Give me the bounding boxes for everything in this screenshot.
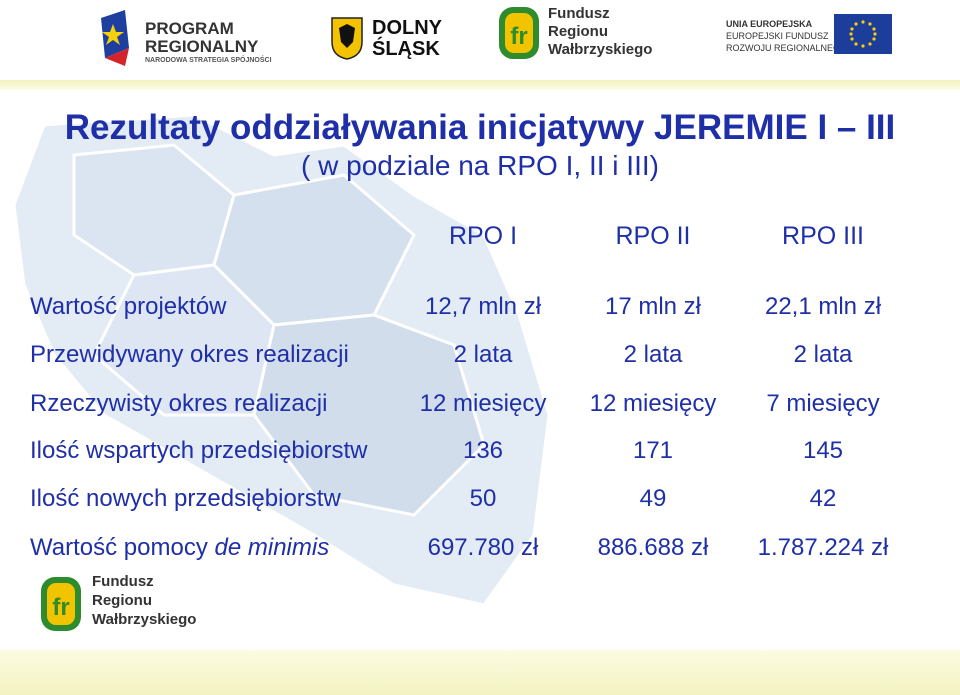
cell-rpo-2: 171 (632, 437, 674, 464)
cell-rpo-3: 7 miesięcy (766, 390, 880, 417)
column-header-rpo-3: RPO III (782, 222, 864, 250)
star-flag-icon (101, 10, 129, 66)
fundusz-regionu-logo-top: fr Fundusz Regionu Wałbrzyskiego (498, 5, 652, 70)
program-line1: PROGRAM (145, 19, 234, 38)
row-label: Ilość wspartych przedsiębiorstw (30, 437, 368, 464)
fundusz-top-line2: Regionu (548, 23, 608, 40)
row-label: Rzeczywisty okres realizacji (30, 390, 328, 417)
fr-mark-icon: fr (499, 7, 539, 59)
column-header-rpo-1: RPO I (448, 222, 518, 250)
cell-rpo-1: 12 miesięcy (419, 390, 547, 417)
page-subtitle: ( w podziale na RPO I, II i III) (301, 150, 659, 181)
fundusz-bottom-line3: Wałbrzyskiego (92, 611, 197, 628)
program-line3: NARODOWA STRATEGIA SPÓJNOŚCI (145, 57, 272, 64)
cell-rpo-3: 145 (802, 437, 844, 464)
cell-rpo-2: 886.688 zł (597, 534, 709, 561)
logo-bar: PROGRAM REGIONALNY NARODOWA STRATEGIA SP… (0, 0, 960, 80)
row-label-italic: de minimis (214, 534, 330, 561)
table-row: Wartość projektów 12,7 mln zł 17 mln zł … (0, 293, 960, 329)
table-row: Rzeczywisty okres realizacji 12 miesięcy… (0, 390, 960, 426)
eagle-crest-icon (331, 17, 363, 60)
row-label: Przewidywany okres realizacji (30, 341, 349, 368)
table-row: Ilość nowych przedsiębiorstw 50 49 42 (0, 485, 960, 521)
cell-rpo-2: 49 (639, 485, 667, 512)
cell-rpo-3: 2 lata (793, 341, 853, 368)
row-label: Wartość projektów (30, 293, 227, 320)
fundusz-top-line1: Fundusz (548, 5, 610, 22)
eu-line2: EUROPEJSKI FUNDUSZ (726, 31, 829, 41)
fundusz-regionu-logo-bottom: fr Fundusz Regionu Wałbrzyskiego (40, 574, 200, 636)
table-row: Wartość pomocy de minimis 697.780 zł 886… (0, 534, 960, 570)
row-label-main: Wartość pomocy (30, 534, 215, 561)
cell-rpo-3: 22,1 mln zł (764, 293, 882, 320)
program-line2: REGIONALNY (145, 37, 259, 56)
fundusz-bottom-line2: Regionu (92, 592, 152, 609)
eu-line1: UNIA EUROPEJSKA (726, 19, 813, 29)
cell-rpo-3: 1.787.224 zł (757, 534, 889, 561)
fundusz-bottom-line1: Fundusz (92, 573, 154, 590)
column-header-rpo-2: RPO II (615, 222, 691, 250)
row-label: Ilość nowych przedsiębiorstw (30, 485, 341, 512)
cell-rpo-1: 136 (462, 437, 504, 464)
cell-rpo-1: 2 lata (453, 341, 513, 368)
eu-line3: ROZWOJU REGIONALNEGO (726, 43, 848, 53)
program-regionalny-logo: PROGRAM REGIONALNY NARODOWA STRATEGIA SP… (95, 6, 275, 70)
page-title: Rezultaty oddziaływania inicjatywy JEREM… (64, 108, 896, 147)
header-stripe (0, 80, 960, 90)
eu-flag-icon (834, 14, 892, 54)
fr-mark-icon: fr (41, 577, 81, 631)
cell-rpo-1: 12,7 mln zł (424, 293, 542, 320)
cell-rpo-1: 697.780 zł (427, 534, 539, 561)
dolny-line1: DOLNY (372, 17, 442, 39)
svg-text:fr: fr (52, 594, 69, 621)
fundusz-top-line3: Wałbrzyskiego (548, 41, 653, 58)
svg-text:fr: fr (510, 23, 527, 50)
cell-rpo-3: 42 (809, 485, 837, 512)
cell-rpo-2: 12 miesięcy (589, 390, 717, 417)
eu-logo: UNIA EUROPEJSKA EUROPEJSKI FUNDUSZ ROZWO… (722, 6, 892, 70)
map-watermark (14, 115, 549, 607)
dolny-slask-logo: DOLNY ŚLĄSK (328, 6, 450, 70)
footer-stripe (0, 650, 960, 695)
cell-rpo-1: 50 (469, 485, 497, 512)
cell-rpo-2: 2 lata (623, 341, 683, 368)
dolny-line2: ŚLĄSK (372, 38, 440, 60)
row-label: Wartość pomocy de minimis (30, 534, 329, 562)
table-row: Przewidywany okres realizacji 2 lata 2 l… (0, 341, 960, 377)
cell-rpo-2: 17 mln zł (604, 293, 702, 320)
table-row: Ilość wspartych przedsiębiorstw 136 171 … (0, 437, 960, 473)
